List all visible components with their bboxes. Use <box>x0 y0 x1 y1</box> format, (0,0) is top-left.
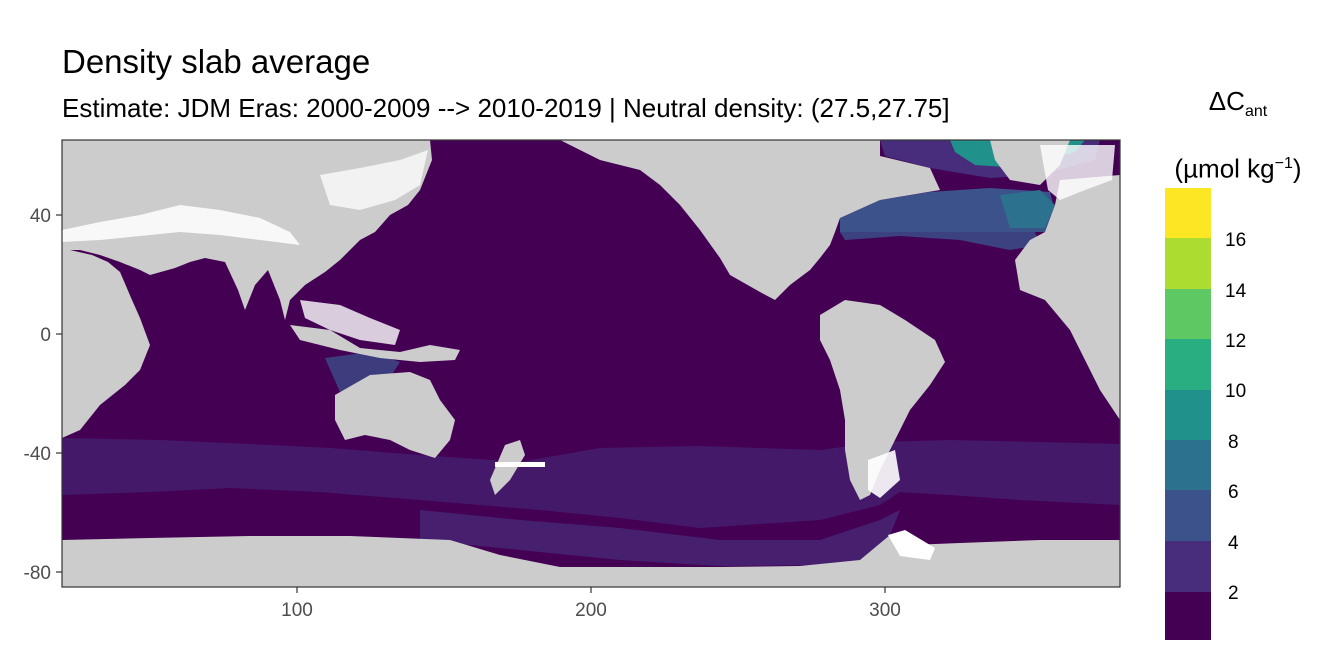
land-north-america <box>560 140 940 300</box>
x-tick-label: 100 <box>281 600 313 621</box>
legend-label: 16 <box>1225 230 1246 251</box>
legend-swatch <box>1165 541 1211 592</box>
no-data-nz <box>495 462 545 467</box>
y-axis: 40 0 -40 -80 <box>24 206 62 584</box>
legend-symbol: ΔCant <box>1208 86 1268 121</box>
land-new-zealand <box>490 440 525 495</box>
southern-ocean-band <box>420 510 900 566</box>
legend-swatch <box>1165 592 1211 640</box>
legend-swatch <box>1165 289 1211 339</box>
legend-label: 12 <box>1225 331 1246 352</box>
legend-label: 14 <box>1225 281 1247 302</box>
no-data-canada <box>1040 145 1115 200</box>
legend-swatch <box>1165 238 1211 289</box>
legend-swatch <box>1165 440 1211 490</box>
legend-swatch <box>1165 339 1211 390</box>
y-tick-label: -80 <box>24 563 51 584</box>
no-data-areas <box>62 145 1115 560</box>
x-tick-label: 200 <box>575 600 607 621</box>
plot-subtitle: Estimate: JDM Eras: 2000-2009 --> 2010-2… <box>62 93 950 123</box>
land-australia <box>335 372 455 458</box>
plot-title: Density slab average <box>62 43 371 80</box>
legend-label: 8 <box>1228 432 1239 453</box>
y-tick-label: -40 <box>24 444 51 465</box>
legend-swatch <box>1165 390 1211 440</box>
legend-swatch <box>1165 188 1211 238</box>
legend-label: 4 <box>1228 533 1239 554</box>
no-data-patagonia <box>868 450 900 498</box>
legend-swatch <box>1165 490 1211 541</box>
north-atlantic-high <box>1000 190 1055 228</box>
legend-label: 10 <box>1225 381 1246 402</box>
map-panel <box>61 139 1121 588</box>
legend-label: 6 <box>1228 482 1239 503</box>
x-tick-label: 300 <box>869 600 901 621</box>
legend-label: 2 <box>1228 583 1239 604</box>
no-data-antarctic-peninsula <box>888 530 935 560</box>
land-europe-wrap <box>1015 175 1120 420</box>
no-data-asia-north <box>320 150 428 210</box>
no-data-arctic-asia <box>62 205 300 245</box>
land-africa <box>62 140 150 438</box>
land-indonesia <box>290 325 460 362</box>
legend-title: ΔCant (µmol kg−1) <box>1158 84 1318 186</box>
legend-colorbar: 2 4 6 8 10 12 14 16 <box>1165 188 1247 640</box>
land-antarctica <box>62 535 1120 587</box>
legend-unit: (µmol kg−1) <box>1174 153 1302 184</box>
y-tick-label: 0 <box>40 325 51 346</box>
y-tick-label: 40 <box>30 206 51 227</box>
x-axis: 100 200 300 <box>281 587 901 621</box>
no-data-indonesia <box>300 300 400 345</box>
north-atlantic-band-south <box>840 232 1040 250</box>
land-south-america <box>820 300 945 500</box>
